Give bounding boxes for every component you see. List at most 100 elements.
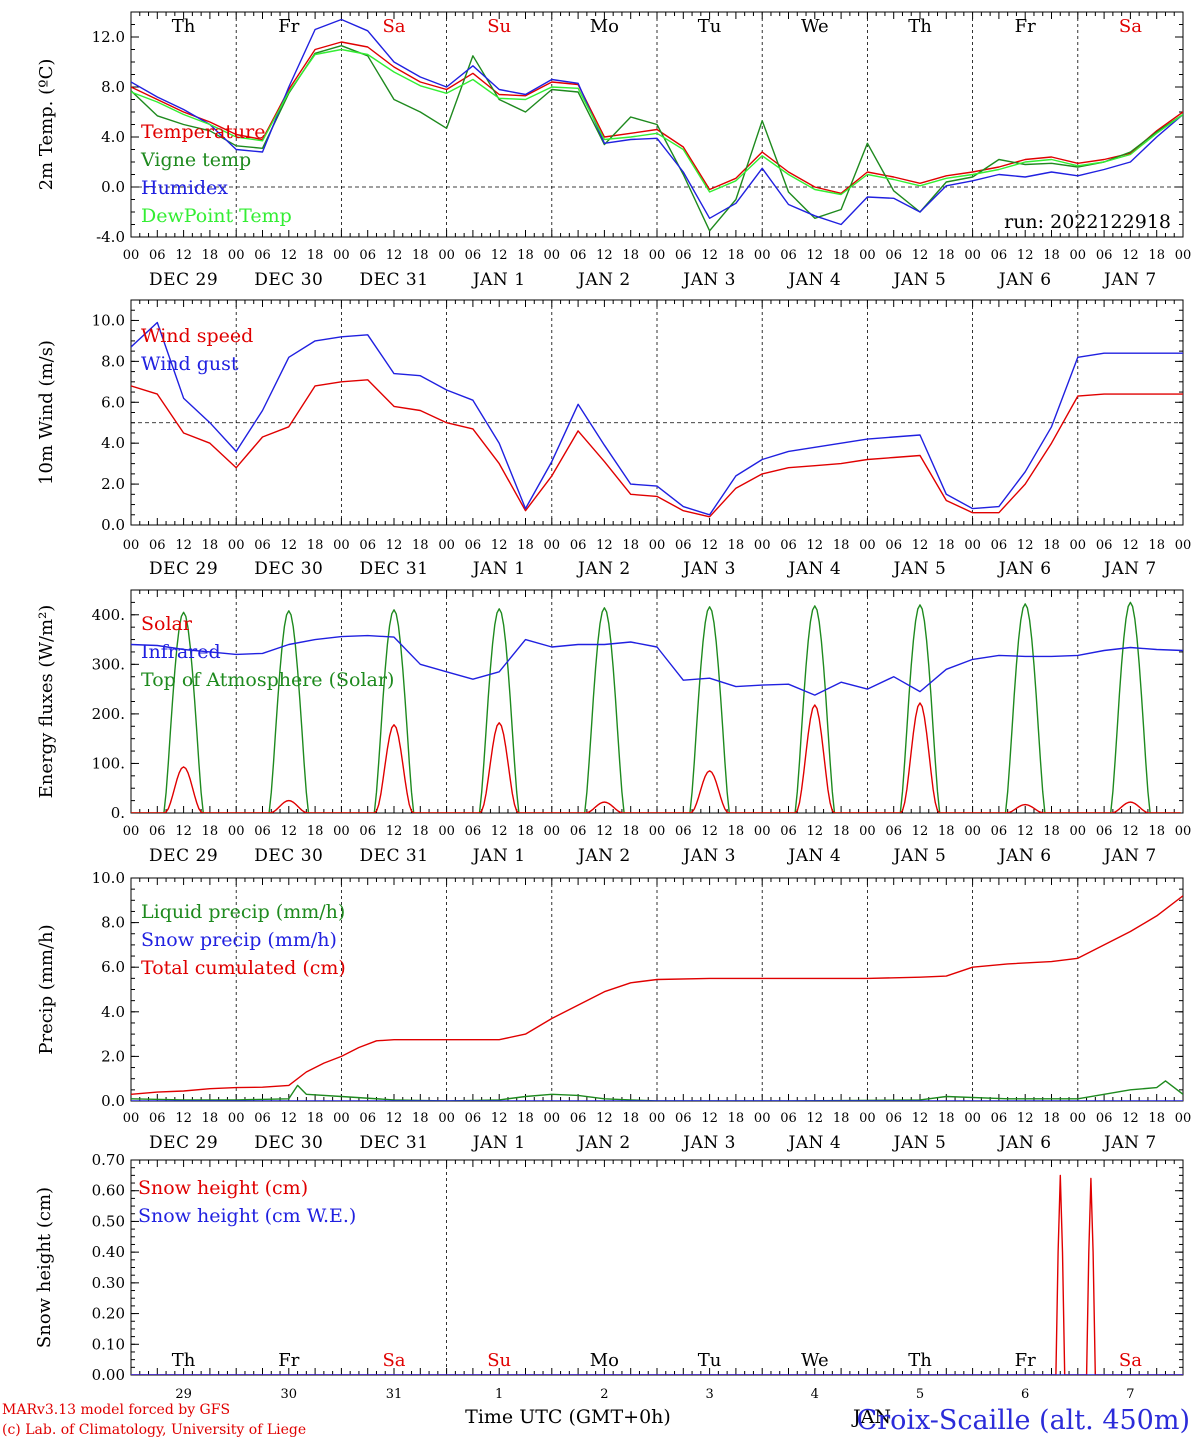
hour-tick-label: 06 <box>675 538 692 553</box>
hour-tick-label: 00 <box>544 538 561 553</box>
hour-tick-label: 06 <box>991 248 1008 263</box>
hour-tick-label: 00 <box>1070 248 1087 263</box>
hour-tick-label: 18 <box>202 824 219 839</box>
hour-tick-label: 18 <box>833 824 850 839</box>
legend-entry: Humidex <box>141 177 228 199</box>
hour-tick-label: 18 <box>622 248 639 263</box>
weekday-label: Mo <box>590 1350 619 1371</box>
hour-tick-label: 06 <box>465 538 482 553</box>
hour-tick-label: 18 <box>1043 538 1060 553</box>
hour-tick-label: 18 <box>938 248 955 263</box>
credit-line-1: MARv3.13 model forced by GFS <box>2 1402 230 1418</box>
y-tick-label: 8.0 <box>101 914 125 932</box>
hour-tick-label: 06 <box>991 824 1008 839</box>
hour-tick-label: 00 <box>859 824 876 839</box>
hour-tick-label: 18 <box>1043 1111 1060 1126</box>
hour-tick-label: 00 <box>859 248 876 263</box>
hour-tick-label: 00 <box>1175 248 1192 263</box>
date-label: JAN 5 <box>892 559 947 579</box>
date-label: JAN 5 <box>892 846 947 866</box>
date-label: JAN 7 <box>1102 846 1157 866</box>
series-humidex <box>131 18 1183 226</box>
series-group <box>131 601 1183 813</box>
hour-tick-label: 12 <box>281 538 298 553</box>
hour-tick-label: 06 <box>1096 538 1113 553</box>
y-tick-label: 10.0 <box>92 311 125 329</box>
y-tick-label: 100. <box>92 754 125 772</box>
hour-tick-label: 06 <box>149 538 166 553</box>
hour-tick-label: 18 <box>517 248 534 263</box>
date-label: DEC 29 <box>149 559 218 579</box>
hour-tick-label: 18 <box>728 538 745 553</box>
hour-tick-label: 06 <box>780 538 797 553</box>
date-label: JAN 4 <box>786 1133 841 1153</box>
hour-tick-label: 18 <box>938 1111 955 1126</box>
weekday-label: Th <box>172 1350 196 1371</box>
station-title: Croix-Scaille (alt. 450m) <box>857 1405 1190 1436</box>
hour-tick-label: 00 <box>123 1111 140 1126</box>
hour-tick-label: 00 <box>544 1111 561 1126</box>
date-label: DEC 31 <box>359 559 428 579</box>
hour-tick-label: 00 <box>123 538 140 553</box>
hour-tick-label: 18 <box>1043 248 1060 263</box>
panel-3: 0. 100. 200. 300. 400. Energy fluxes (W/m²) 00… <box>36 589 1191 866</box>
hour-tick-label: 00 <box>964 248 981 263</box>
y-tick-label: 0.0 <box>101 516 125 534</box>
hour-tick-label: 06 <box>570 1111 587 1126</box>
hour-tick-label: 12 <box>281 1111 298 1126</box>
y-tick-label: 2.0 <box>101 475 125 493</box>
panel-5: 0.00 0.10 0.20 0.30 0.40 0.50 0.60 0.70 Snow hei… <box>34 1151 1184 1402</box>
hour-tick-label: 06 <box>991 1111 1008 1126</box>
hour-tick-label: 06 <box>149 248 166 263</box>
hour-tick-label: 18 <box>938 538 955 553</box>
hour-tick-label: 12 <box>1122 538 1139 553</box>
hour-tick-label: 00 <box>438 538 455 553</box>
y-tick-label: 0.10 <box>92 1335 125 1353</box>
day-number-label: 4 <box>811 1387 819 1402</box>
date-label: DEC 29 <box>149 846 218 866</box>
y-tick-label: 0.70 <box>92 1151 125 1169</box>
hour-tick-label: 00 <box>1175 538 1192 553</box>
legend-entry: Snow precip (mm/h) <box>141 929 337 951</box>
weekday-label: Sa <box>382 16 405 37</box>
date-label: JAN 3 <box>681 846 736 866</box>
hour-tick-label: 18 <box>412 248 429 263</box>
overlap-month: JAN <box>851 1406 891 1428</box>
y-tick-label: 10.0 <box>92 869 125 887</box>
hour-tick-label: 00 <box>333 824 350 839</box>
weekday-label: Tu <box>698 1350 722 1371</box>
hour-tick-label: 12 <box>386 538 403 553</box>
hour-tick-label: 18 <box>307 1111 324 1126</box>
date-label: JAN 4 <box>786 559 841 579</box>
legend-entry: Snow height (cm) <box>138 1177 308 1199</box>
series-solar <box>131 702 1181 813</box>
y-tick-label: 300. <box>92 655 125 673</box>
hour-tick-label: 12 <box>596 538 613 553</box>
hour-tick-label: 06 <box>359 1111 376 1126</box>
hour-tick-label: 18 <box>412 1111 429 1126</box>
hour-tick-label: 00 <box>754 248 771 263</box>
hour-tick-label: 06 <box>780 248 797 263</box>
hour-tick-label: 00 <box>649 824 666 839</box>
hour-tick-label: 00 <box>123 824 140 839</box>
date-label: DEC 30 <box>254 559 323 579</box>
hour-tick-label: 06 <box>885 824 902 839</box>
y-axis-title: Precip (mm/h) <box>36 924 57 1054</box>
hour-tick-label: 12 <box>912 824 929 839</box>
hour-tick-label: 18 <box>1148 1111 1165 1126</box>
hour-tick-label: 06 <box>675 824 692 839</box>
hour-tick-label: 18 <box>307 824 324 839</box>
day-number-label: 5 <box>916 1387 924 1402</box>
weekday-label: Su <box>487 16 511 37</box>
hour-tick-label: 18 <box>1148 538 1165 553</box>
day-number-label: 2 <box>600 1387 608 1402</box>
hour-tick-label: 18 <box>833 538 850 553</box>
y-axis-title: 10m Wind (m/s) <box>36 340 57 485</box>
day-number-label: 1 <box>495 1387 503 1402</box>
date-label: DEC 29 <box>149 1133 218 1153</box>
hour-tick-label: 12 <box>281 248 298 263</box>
hour-tick-label: 18 <box>728 248 745 263</box>
hour-tick-label: 12 <box>596 824 613 839</box>
hour-tick-label: 00 <box>1070 824 1087 839</box>
